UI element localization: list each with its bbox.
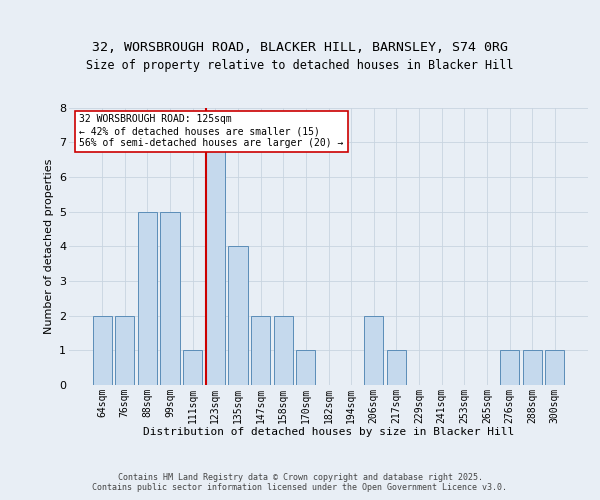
Bar: [183, 350, 202, 385]
Bar: [523, 350, 542, 385]
Bar: [160, 212, 180, 385]
Bar: [206, 142, 225, 385]
Bar: [138, 212, 157, 385]
Bar: [251, 316, 270, 385]
Text: Contains HM Land Registry data © Crown copyright and database right 2025.
Contai: Contains HM Land Registry data © Crown c…: [92, 473, 508, 492]
Text: Size of property relative to detached houses in Blacker Hill: Size of property relative to detached ho…: [86, 58, 514, 71]
Text: 32, WORSBROUGH ROAD, BLACKER HILL, BARNSLEY, S74 0RG: 32, WORSBROUGH ROAD, BLACKER HILL, BARNS…: [92, 41, 508, 54]
Bar: [115, 316, 134, 385]
Bar: [387, 350, 406, 385]
Bar: [92, 316, 112, 385]
Bar: [364, 316, 383, 385]
Bar: [296, 350, 316, 385]
Text: 32 WORSBROUGH ROAD: 125sqm
← 42% of detached houses are smaller (15)
56% of semi: 32 WORSBROUGH ROAD: 125sqm ← 42% of deta…: [79, 114, 344, 148]
Bar: [229, 246, 248, 385]
Bar: [545, 350, 565, 385]
Bar: [274, 316, 293, 385]
Y-axis label: Number of detached properties: Number of detached properties: [44, 158, 53, 334]
X-axis label: Distribution of detached houses by size in Blacker Hill: Distribution of detached houses by size …: [143, 427, 514, 437]
Bar: [500, 350, 519, 385]
